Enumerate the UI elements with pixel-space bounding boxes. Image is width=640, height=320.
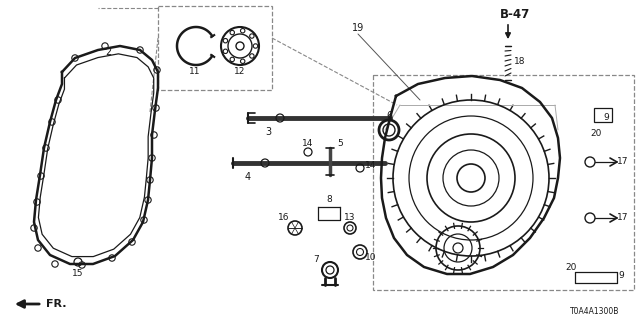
Text: B-47: B-47: [500, 7, 530, 20]
Text: 8: 8: [326, 196, 332, 204]
Text: 20: 20: [590, 130, 602, 139]
Text: 14: 14: [365, 161, 377, 170]
Bar: [594, 108, 612, 122]
Bar: [158, 6, 272, 90]
Bar: [373, 75, 634, 290]
Text: 18: 18: [515, 58, 525, 67]
Text: 15: 15: [72, 269, 84, 278]
Text: 7: 7: [313, 255, 319, 265]
Text: 13: 13: [344, 213, 356, 222]
Text: 19: 19: [352, 23, 364, 33]
Text: 20: 20: [565, 263, 577, 273]
Text: 6: 6: [386, 111, 392, 121]
Text: 5: 5: [337, 139, 343, 148]
Text: 9: 9: [618, 271, 624, 281]
Text: 17: 17: [617, 213, 628, 222]
Text: 17: 17: [617, 157, 628, 166]
Text: FR.: FR.: [46, 299, 67, 309]
Text: 3: 3: [265, 127, 271, 137]
Text: 2: 2: [105, 47, 111, 57]
Text: 12: 12: [234, 68, 246, 76]
Text: 10: 10: [365, 253, 377, 262]
Text: 16: 16: [278, 213, 290, 222]
Text: 4: 4: [245, 172, 251, 182]
Text: 11: 11: [189, 68, 201, 76]
Text: 9: 9: [603, 114, 609, 123]
Text: 14: 14: [302, 139, 314, 148]
Text: T0A4A1300B: T0A4A1300B: [570, 308, 620, 316]
